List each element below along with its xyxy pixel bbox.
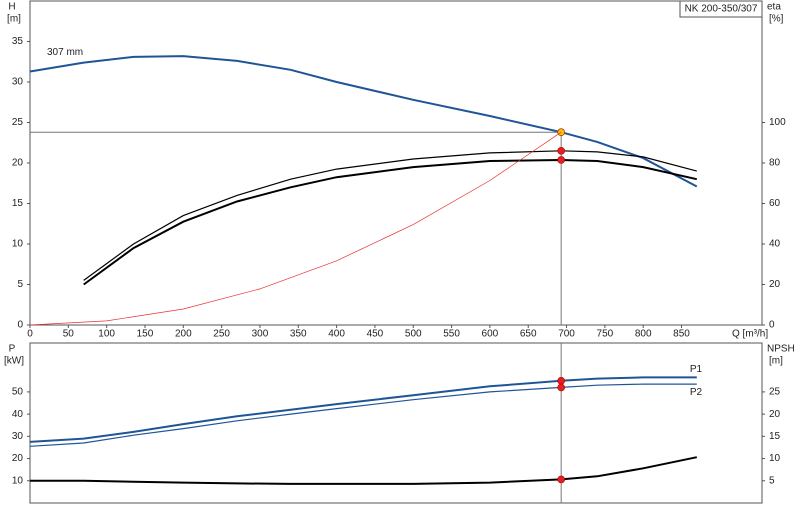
x-tick-label: 200	[175, 329, 192, 340]
operating-point-marker	[557, 383, 565, 392]
x-tick-label: 300	[252, 329, 269, 340]
x-tick-label: 550	[443, 329, 460, 340]
operating-point-marker	[557, 156, 565, 164]
y2-tick-label: 10	[769, 453, 781, 464]
y-tick-label: 15	[12, 198, 24, 209]
y-axis-unit: [m]	[7, 14, 21, 25]
x-tick-label: 350	[290, 329, 307, 340]
series-line	[83, 150, 697, 281]
y-tick-label: 50	[12, 387, 24, 398]
y2-tick-label: 100	[769, 117, 786, 128]
series-line	[30, 456, 698, 485]
x-tick-label: 50	[63, 329, 75, 340]
series-line	[29, 376, 697, 443]
x-tick-label: 750	[597, 329, 614, 340]
operating-point-marker	[557, 376, 565, 385]
y2-tick-label: 20	[769, 409, 781, 420]
series-line	[29, 383, 697, 447]
y-tick-label: 30	[12, 431, 24, 442]
y2-tick-label: 80	[769, 158, 781, 169]
y2-axis-unit: [m]	[769, 356, 783, 367]
x-tick-label: 500	[405, 329, 422, 340]
y-tick-label: 20	[12, 158, 24, 169]
y-tick-label: 25	[12, 117, 24, 128]
y-axis-label: P	[9, 344, 16, 355]
y-axis-unit: [kW]	[4, 356, 24, 367]
x-tick-label: 850	[673, 329, 690, 340]
chart-title: NK 200-350/307	[685, 4, 758, 15]
x-tick-label: 250	[213, 329, 230, 340]
x-tick-label: 150	[137, 329, 154, 340]
y2-tick-label: 0	[769, 320, 775, 331]
series-label: P2	[690, 387, 703, 398]
series-label: 307 mm	[47, 47, 83, 58]
plot-frame	[29, 342, 763, 504]
x-axis-label: Q [m³/h]	[732, 329, 768, 340]
y-tick-label: 30	[12, 77, 24, 88]
y-tick-label: 20	[12, 453, 24, 464]
y-axis-label: H	[8, 2, 15, 13]
y2-axis-label: NPSH	[767, 344, 795, 355]
y2-tick-label: 20	[769, 279, 781, 290]
x-tick-label: 700	[558, 329, 575, 340]
series-label: P1	[690, 364, 703, 375]
x-tick-label: 450	[367, 329, 384, 340]
title-box	[679, 0, 763, 18]
y2-axis-unit: [%]	[769, 14, 784, 25]
x-tick-label: 100	[98, 329, 115, 340]
y-tick-label: 10	[12, 239, 24, 250]
operating-point-marker	[557, 147, 565, 155]
y2-tick-label: 5	[769, 475, 775, 486]
series-line	[83, 158, 698, 286]
y-tick-label: 0	[17, 320, 23, 331]
y-tick-label: 35	[12, 36, 24, 47]
x-tick-label: 800	[635, 329, 652, 340]
y2-tick-label: 25	[769, 387, 781, 398]
x-tick-label: 600	[482, 329, 499, 340]
y-tick-label: 5	[17, 279, 23, 290]
series-line	[29, 131, 562, 326]
x-tick-label: 0	[27, 329, 33, 340]
y2-tick-label: 60	[769, 198, 781, 209]
operating-point-marker	[557, 475, 565, 484]
x-tick-label: 650	[520, 329, 537, 340]
y-tick-label: 10	[12, 475, 24, 486]
y2-tick-label: 40	[769, 239, 781, 250]
x-tick-label: 400	[328, 329, 345, 340]
series-line	[29, 55, 698, 188]
y2-axis-label: eta	[767, 2, 781, 13]
y-tick-label: 40	[12, 409, 24, 420]
y2-tick-label: 15	[769, 431, 781, 442]
